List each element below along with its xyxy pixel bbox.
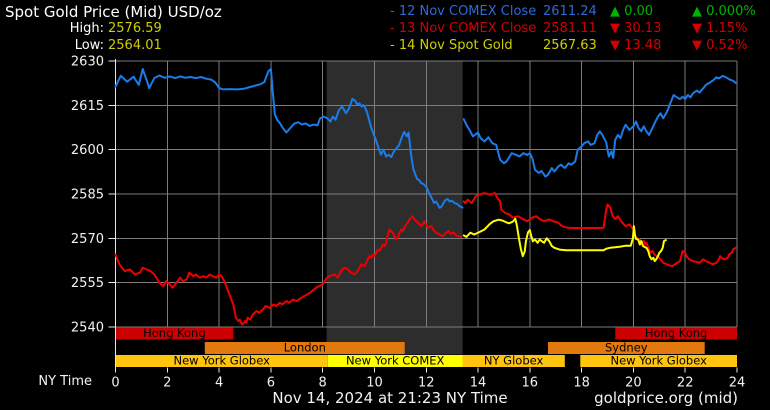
y-tick-label: 2600	[71, 143, 104, 158]
session-bar-label: London	[284, 341, 326, 355]
x-tick-label: 18	[573, 376, 590, 391]
session-bar-label: New York Globex	[173, 354, 270, 368]
y-tick-label: 2615	[71, 99, 104, 114]
session-bar	[115, 327, 234, 340]
high-value: 2576.59	[108, 21, 162, 36]
legend-series-value: 2611.24	[543, 4, 597, 19]
series-line-13-nov-comex-close	[114, 215, 463, 326]
page-title: Spot Gold Price (Mid) USD/oz	[5, 3, 222, 21]
y-tick-label: 2630	[71, 55, 104, 70]
x-tick-label: 2	[163, 376, 171, 391]
legend-series-label: - 12 Nov COMEX Close	[390, 4, 537, 19]
session-bar	[615, 327, 737, 340]
x-tick-label: 16	[522, 376, 539, 391]
series-line-14-nov-spot-gold	[462, 217, 667, 263]
legend-series-change: ▼ 30.13	[610, 21, 662, 36]
session-bar-label: New York Globex	[610, 354, 707, 368]
x-tick-label: 22	[677, 376, 694, 391]
y-tick-label: 2570	[71, 232, 104, 247]
chart-caption: Nov 14, 2024 at 21:23 NY Time	[272, 389, 508, 407]
session-bar	[548, 342, 705, 354]
x-tick-label: 6	[267, 376, 275, 391]
legend-series-change: ▲ 0.00	[610, 4, 654, 19]
legend-series-change: ▼ 13.48	[610, 38, 662, 53]
low-label: Low:	[74, 38, 104, 53]
x-tick-label: 24	[729, 376, 746, 391]
session-bar-label: NY Globex	[484, 354, 544, 368]
legend-series-value: 2567.63	[543, 38, 597, 53]
session-bar-label: Hong Kong	[143, 326, 206, 340]
x-tick-label: 14	[470, 376, 487, 391]
legend-series-label: - 13 Nov COMEX Close	[390, 21, 537, 36]
series-line-13-nov-comex-close	[462, 192, 737, 268]
legend-series-label: - 14 Nov Spot Gold	[390, 38, 513, 53]
x-tick-label: 0	[111, 376, 119, 391]
legend-series-value: 2581.11	[543, 21, 597, 36]
legend-series-percent: ▼ 1.15%	[692, 21, 748, 36]
legend-series-percent: ▼ 0.52%	[692, 38, 748, 53]
x-tick-label: 20	[625, 376, 642, 391]
series-line-12-nov-comex-close	[114, 68, 464, 209]
x-tick-label: 4	[215, 376, 223, 391]
source-credit: goldprice.org (mid)	[594, 389, 738, 407]
low-value: 2564.01	[108, 38, 162, 53]
x-axis-title: NY Time	[38, 374, 92, 389]
legend-series-percent: ▲ 0.000%	[692, 4, 756, 19]
y-tick-label: 2585	[71, 188, 104, 203]
session-bar	[115, 355, 328, 367]
session-bar	[462, 355, 565, 367]
high-label: High:	[69, 21, 104, 36]
session-bar	[580, 355, 737, 367]
series-line-12-nov-comex-close	[462, 74, 737, 178]
x-tick-label: 12	[418, 376, 435, 391]
y-tick-label: 2555	[71, 276, 104, 291]
y-tick-label: 2540	[71, 321, 104, 336]
session-bar-label: New York COMEX	[346, 354, 445, 368]
session-bar-label: Sydney	[605, 341, 648, 355]
session-bar-label: Hong Kong	[645, 326, 708, 340]
x-tick-label: 8	[319, 376, 327, 391]
session-bar	[327, 355, 463, 367]
x-tick-label: 10	[366, 376, 383, 391]
session-bar	[204, 342, 405, 354]
